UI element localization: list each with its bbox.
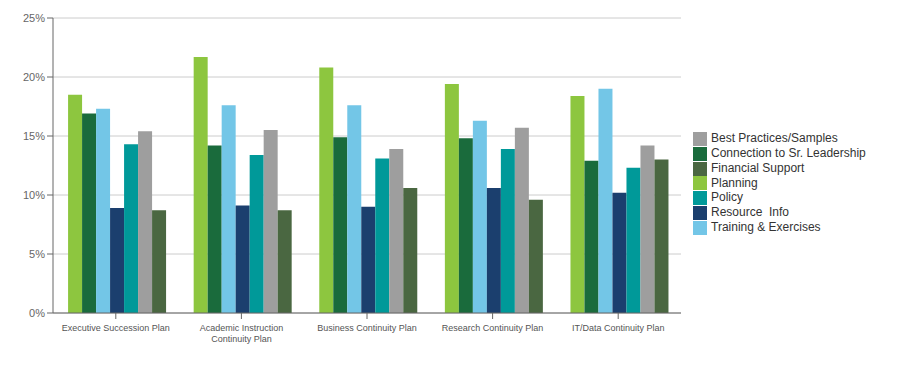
svg-text:Academic InstructionContinuity: Academic InstructionContinuity Plan xyxy=(200,323,284,344)
svg-text:15%: 15% xyxy=(23,130,45,142)
svg-text:5%: 5% xyxy=(29,248,45,260)
svg-text:10%: 10% xyxy=(23,189,45,201)
svg-text:25%: 25% xyxy=(23,12,45,24)
html-text:Connection to Sr. Leadership: Connection to Sr. Leadership xyxy=(711,145,866,160)
svg-text:0%: 0% xyxy=(29,307,45,319)
svg-text:IT/Data Continuity Plan: IT/Data Continuity Plan xyxy=(572,323,665,333)
html-text:Policy: Policy xyxy=(711,190,743,205)
html-text:Resource Info: Resource Info xyxy=(711,205,789,220)
svg-text:Business Continuity Plan: Business Continuity Plan xyxy=(317,323,417,333)
svg-text:Research Continuity Plan: Research Continuity Plan xyxy=(442,323,544,333)
html-text:Training & Exercises: Training & Exercises xyxy=(711,220,821,235)
html-text:Financial Support: Financial Support xyxy=(711,160,805,175)
html-text:Best Practices/Samples: Best Practices/Samples xyxy=(711,131,838,146)
svg-text:Executive Succession Plan: Executive Succession Plan xyxy=(62,323,170,333)
svg-text:20%: 20% xyxy=(23,71,45,83)
html-text:Planning: Planning xyxy=(711,175,758,190)
